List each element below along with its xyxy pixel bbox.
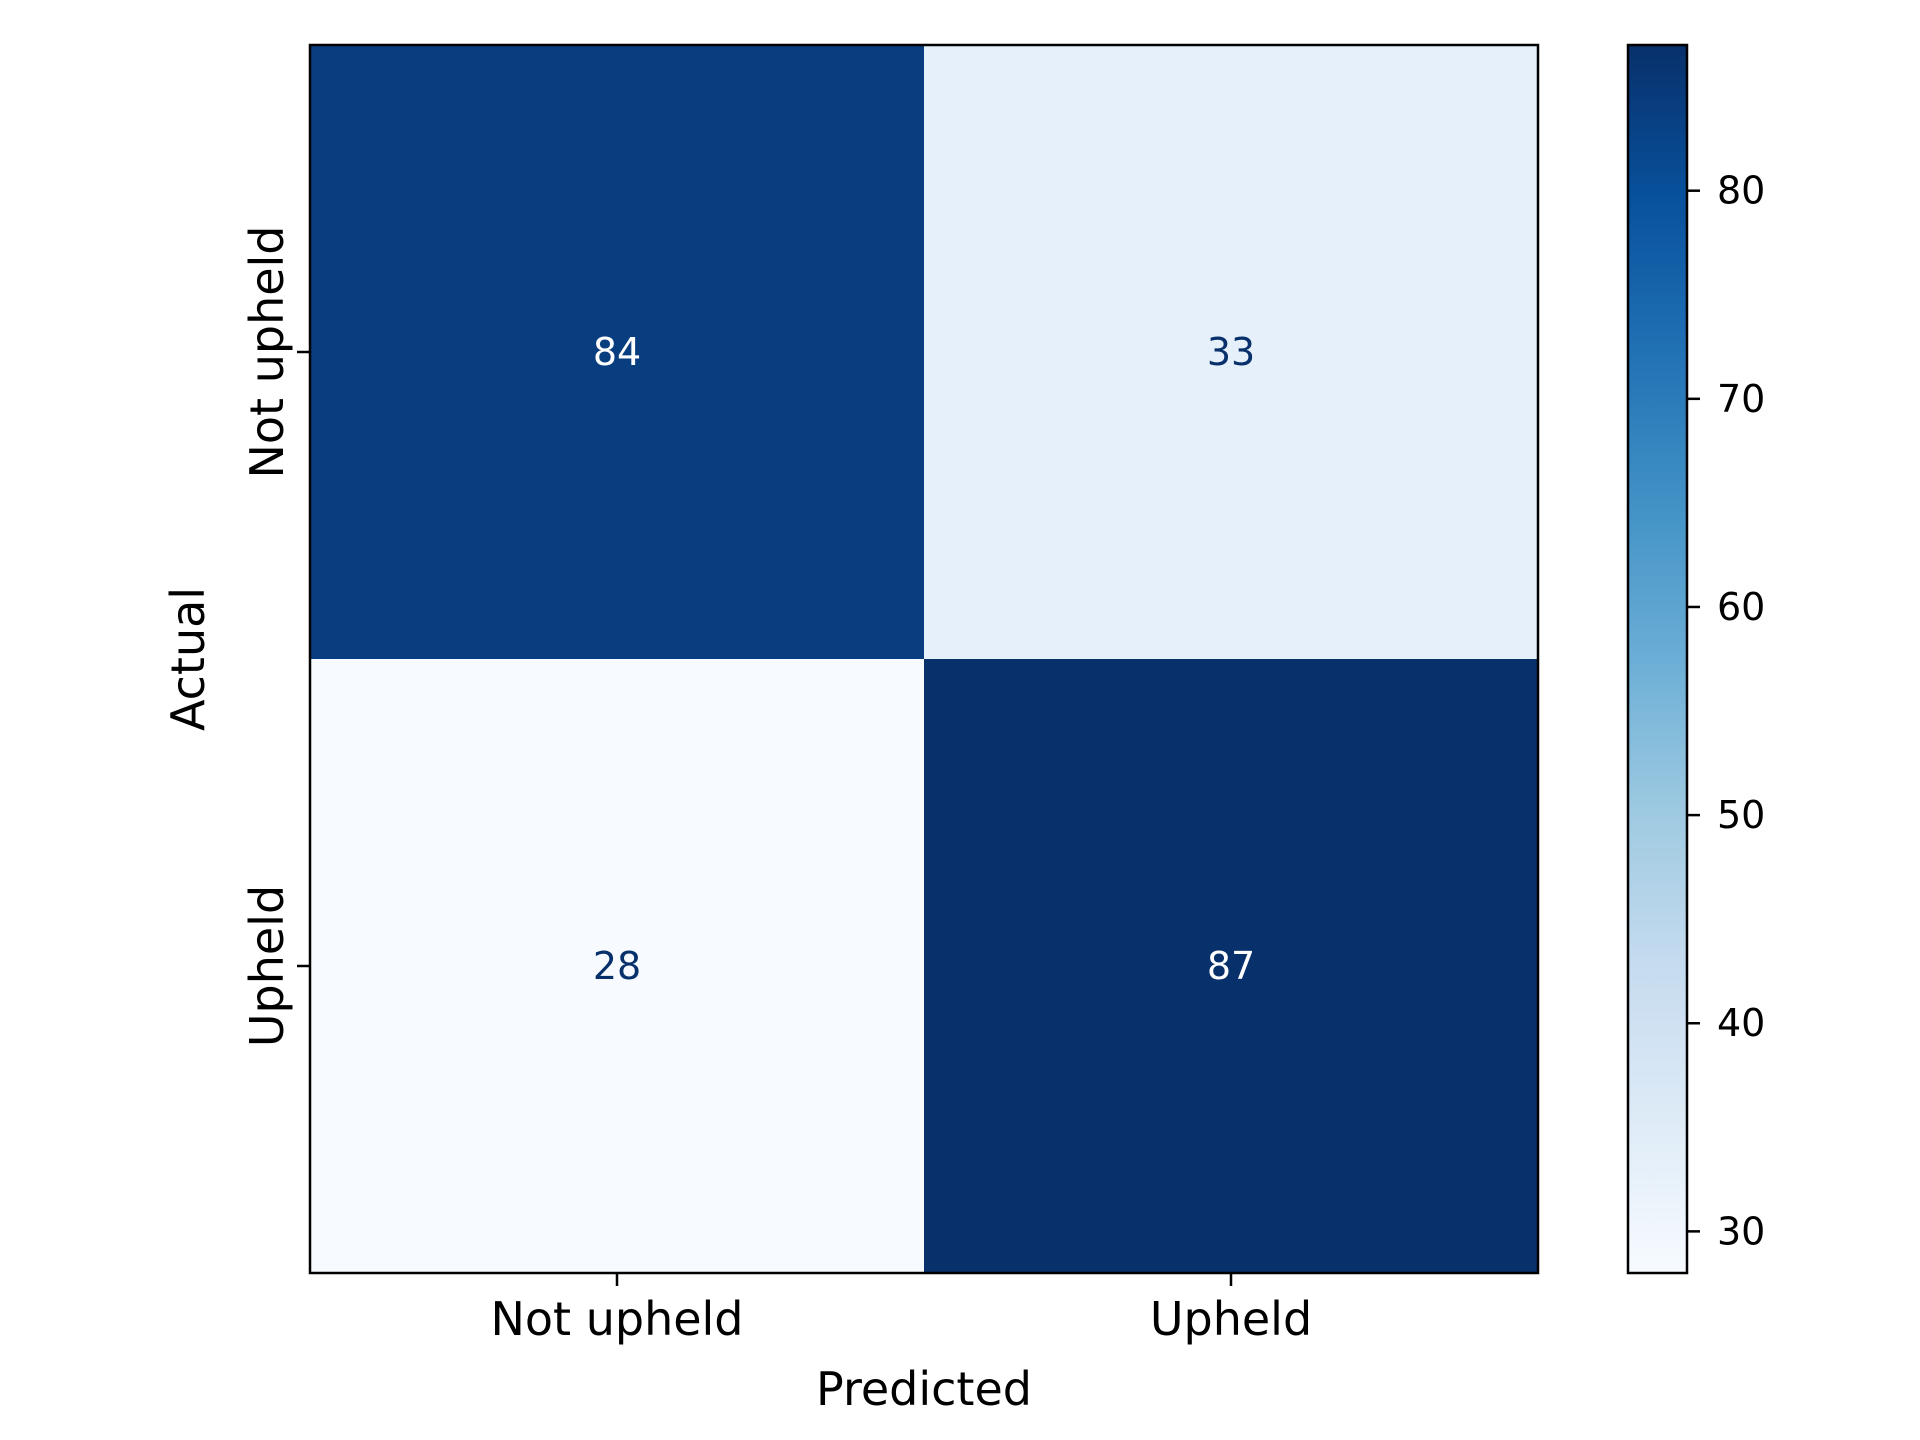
colorbar-tick-label: 30 <box>1717 1209 1765 1253</box>
colorbar-frame <box>1626 43 1689 1275</box>
colorbar-tick-label: 80 <box>1717 169 1765 213</box>
colorbar-tick-label: 70 <box>1717 377 1765 421</box>
y-tick-label: Upheld <box>240 885 294 1047</box>
cell-value-label: 28 <box>593 944 641 988</box>
plot-frame <box>308 43 1540 1275</box>
y-axis-ticks: Not upheld Upheld <box>240 226 310 1047</box>
cell-value-label: 84 <box>593 330 641 374</box>
heatmap-cell-labels: 84 33 28 87 <box>593 330 1255 988</box>
heatmap-cell <box>924 45 1539 660</box>
heatmap-cell <box>924 659 1539 1274</box>
heatmap-cell <box>310 45 925 660</box>
cell-value-label: 87 <box>1207 944 1255 988</box>
colorbar-tick-label: 40 <box>1717 1001 1765 1045</box>
y-tick-label: Not upheld <box>240 226 294 479</box>
x-tick-label: Not upheld <box>491 1292 744 1346</box>
x-tick-label: Upheld <box>1150 1292 1312 1346</box>
x-axis-label: Predicted <box>816 1362 1032 1416</box>
colorbar-ticks: 30 40 50 60 70 80 <box>1687 169 1765 1253</box>
colorbar-gradient <box>1628 45 1687 1273</box>
colorbar-tick-label: 60 <box>1717 585 1765 629</box>
x-axis-ticks: Not upheld Upheld <box>491 1273 1312 1346</box>
y-axis-label: Actual <box>161 587 215 731</box>
cell-value-label: 33 <box>1207 330 1255 374</box>
heatmap-cell <box>310 659 925 1274</box>
colorbar: 30 40 50 60 70 80 <box>1626 43 1765 1275</box>
colorbar-tick-label: 50 <box>1717 793 1765 837</box>
heatmap-cells <box>310 45 1539 1274</box>
